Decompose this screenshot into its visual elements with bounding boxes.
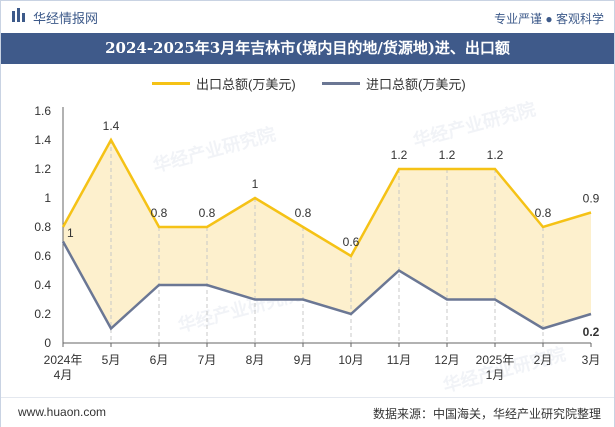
data-label-import: 0.2 [583,325,600,339]
data-label-export: 1.2 [391,148,408,162]
footer: www.huaon.com 数据来源：中国海关，华经产业研究院整理 [1,397,614,427]
x-tick-label: 1月 [486,368,505,382]
data-label-export: 1.2 [439,148,456,162]
x-tick-label: 2024年 [44,353,83,367]
area-between-series [63,140,591,329]
x-tick-label: 5月 [102,353,121,367]
x-tick-label: 11月 [387,353,411,367]
brand-name: 华经情报网 [33,11,99,26]
legend-swatch-import [322,82,360,85]
x-tick-label: 8月 [246,353,265,367]
slogan: 专业严谨 ● 客观科学 [494,12,604,26]
data-label-export: 1 [252,177,259,191]
data-label-export: 1.2 [487,148,504,162]
y-tick-label: 1.2 [34,162,51,176]
y-tick-label: 0.4 [34,278,51,292]
legend-swatch-export [152,82,190,85]
y-tick-label: 1.6 [34,104,51,118]
legend-label-import: 进口总额(万美元) [366,77,466,92]
brand: 华经情报网 [11,8,98,27]
x-tick-label: 4月 [54,368,73,382]
data-label-export: 0.8 [535,206,552,220]
x-tick-label: 6月 [150,353,169,367]
x-tick-label: 7月 [198,353,217,367]
legend-item-import: 进口总额(万美元) [322,74,466,93]
data-label-export: 0.9 [583,192,600,206]
footer-website: www.huaon.com [18,405,107,419]
data-label-export: 0.8 [199,206,216,220]
data-label-export: 1 [67,226,74,240]
data-label-export: 0.8 [295,206,312,220]
x-tick-label: 9月 [294,353,313,367]
y-tick-label: 0 [44,336,51,350]
x-tick-label: 2月 [534,353,553,367]
x-tick-label: 10月 [338,353,363,367]
y-tick-label: 0.2 [34,307,51,321]
data-label-export: 0.8 [151,206,168,220]
legend-item-export: 出口总额(万美元) [152,74,296,93]
series-line-import [61,240,592,331]
top-bar: 华经情报网 专业严谨 ● 客观科学 [1,1,614,33]
x-tick-label: 2025年 [476,353,515,367]
legend-label-export: 出口总额(万美元) [196,77,296,92]
x-tick-label: 3月 [582,353,601,367]
y-tick-label: 1 [44,191,51,205]
chart-legend: 出口总额(万美元) 进口总额(万美元) [1,74,614,96]
data-label-export: 1.4 [103,119,120,133]
y-tick-label: 0.8 [34,220,51,234]
footer-source: 数据来源：中国海关，华经产业研究院整理 [372,407,601,421]
x-tick-label: 12月 [434,353,459,367]
y-tick-label: 1.4 [34,133,51,147]
data-label-export: 0.6 [343,235,360,249]
brand-logo-icon [11,8,27,27]
y-tick-label: 0.6 [34,249,51,263]
chart-title: 2024-2025年3月年吉林市(境内目的地/货源地)进、出口额 [1,33,614,64]
series-line-export [61,137,592,258]
